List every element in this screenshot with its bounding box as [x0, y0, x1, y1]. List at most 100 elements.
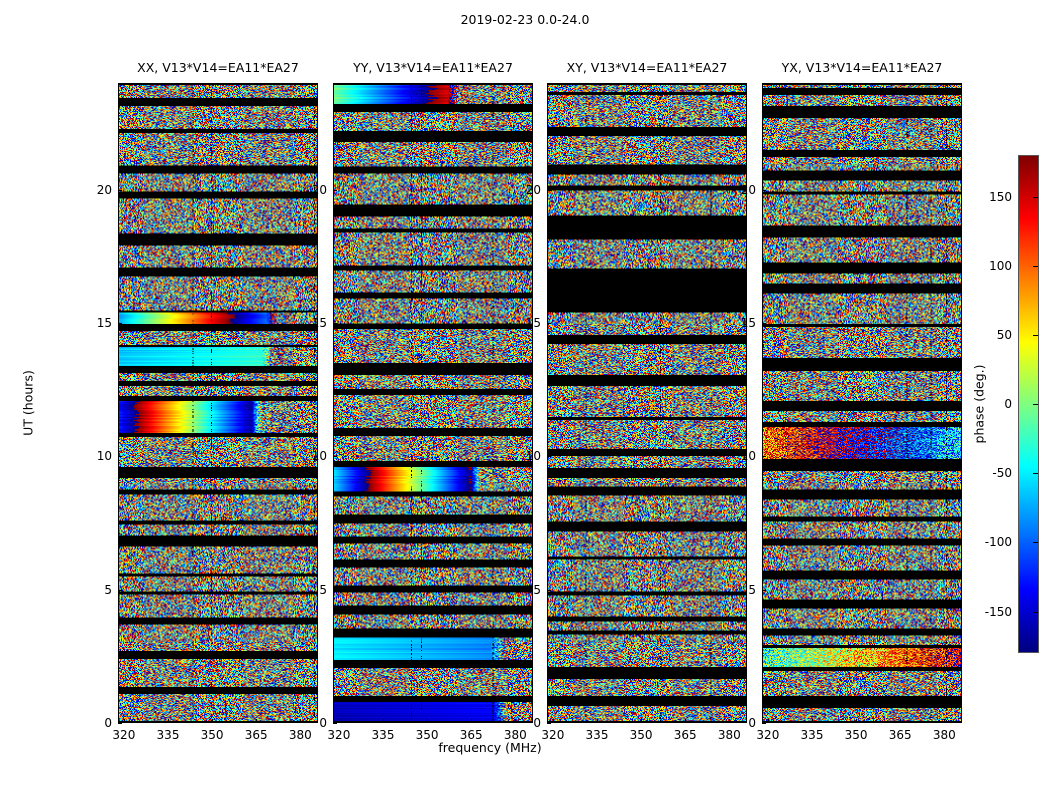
- y-tick-label-p2-3: 15: [525, 316, 541, 330]
- y-tick-label-p0-2: 10: [96, 449, 112, 464]
- y-tickmark-p1-0: [333, 723, 337, 724]
- y-tick-label-p3-3: 15: [740, 316, 756, 330]
- y-tickmark-p1-1: [333, 589, 337, 591]
- colorbar-tickmark-5: [1033, 542, 1038, 544]
- x-tickmark-p2-0: [552, 719, 554, 723]
- x-tick-label-p0-0: 320: [112, 728, 136, 742]
- x-tick-label-p3-3: 365: [888, 728, 912, 742]
- y-tick-label-p1-2: 10: [311, 449, 327, 464]
- waterfall-image-xy: [548, 84, 746, 722]
- y-tick-label-p0-0: 0: [104, 716, 112, 730]
- y-tick-label-p1-0: 0: [319, 716, 327, 730]
- y-tickmark-p1-4: [333, 189, 337, 191]
- x-tickmark-p3-2: [856, 719, 858, 723]
- y-tick-label-p0-1: 5: [104, 582, 112, 597]
- x-tick-label-p1-2: 350: [415, 728, 439, 742]
- x-tickmark-p0-4: [300, 719, 302, 723]
- x-tickmark-p0-0: [123, 719, 125, 723]
- x-tickmark-p0-1: [168, 719, 169, 723]
- y-tick-label-p2-1: 5: [533, 582, 541, 597]
- x-tick-label-p0-4: 380: [288, 728, 312, 742]
- x-tick-label-p3-2: 350: [844, 728, 868, 742]
- colorbar-tick-label-6: -150: [984, 604, 1012, 619]
- y-tickmark-p0-0: [118, 723, 122, 724]
- x-tick-label-p1-0: 320: [327, 728, 351, 742]
- y-tick-label-p2-4: 20: [525, 182, 541, 197]
- waterfall-image-xx: [119, 84, 317, 722]
- panel-title-xx: XX, V13*V14=EA11*EA27: [137, 60, 299, 75]
- x-tick-label-p3-1: 335: [800, 728, 824, 742]
- colorbar-tickmark-1: [1033, 265, 1038, 267]
- x-tick-label-p2-4: 380: [717, 728, 741, 742]
- waterfall-panel-yx[interactable]: [762, 83, 962, 723]
- colorbar-tick-label-1: 100: [989, 258, 1012, 273]
- y-tickmark-p2-0: [547, 723, 551, 724]
- colorbar-tick-label-4: -50: [992, 466, 1012, 481]
- x-tick-label-p2-0: 320: [541, 728, 565, 742]
- x-tick-label-p2-1: 335: [585, 728, 609, 742]
- y-tick-label-p0-4: 20: [96, 182, 112, 197]
- x-tickmark-p2-3: [685, 719, 687, 723]
- figure-suptitle: 2019-02-23 0.0-24.0: [460, 12, 590, 27]
- colorbar-tick-label-2: 50: [996, 327, 1012, 342]
- colorbar-tickmark-4: [1033, 473, 1038, 475]
- x-tick-label-p1-3: 365: [459, 728, 483, 742]
- y-tickmark-p0-3: [118, 323, 122, 324]
- colorbar-tickmark-6: [1033, 611, 1038, 613]
- x-tick-label-p0-3: 365: [244, 728, 268, 742]
- waterfall-image-yy: [334, 84, 532, 722]
- y-tickmark-p0-4: [118, 189, 122, 191]
- panel-title-xy: XY, V13*V14=EA11*EA27: [566, 60, 728, 75]
- x-tick-label-p3-4: 380: [932, 728, 956, 742]
- x-tick-label-p1-4: 380: [503, 728, 527, 742]
- y-tick-label-p1-4: 20: [311, 182, 327, 197]
- x-tickmark-p1-0: [338, 719, 340, 723]
- colorbar-tick-label-0: 150: [989, 189, 1012, 204]
- y-tick-label-p1-3: 15: [311, 316, 327, 330]
- y-tickmark-p3-1: [762, 589, 766, 591]
- y-tick-label-p3-1: 5: [748, 582, 756, 597]
- x-tickmark-p2-1: [597, 719, 598, 723]
- waterfall-panel-yy[interactable]: [333, 83, 533, 723]
- y-tickmark-p2-2: [547, 456, 551, 458]
- y-tick-label-p3-4: 20: [740, 182, 756, 197]
- y-tickmark-p3-3: [762, 323, 766, 324]
- x-tickmark-p1-1: [383, 719, 384, 723]
- y-axis-label: UT (hours): [20, 370, 36, 436]
- waterfall-panel-xx[interactable]: [118, 83, 318, 723]
- x-tickmark-p3-0: [767, 719, 769, 723]
- y-tickmark-p3-0: [762, 723, 766, 724]
- colorbar-tickmark-0: [1033, 196, 1038, 198]
- waterfall-panel-xy[interactable]: [547, 83, 747, 723]
- x-tickmark-p0-3: [256, 719, 258, 723]
- y-tickmark-p1-3: [333, 323, 337, 324]
- x-tickmark-p1-3: [471, 719, 473, 723]
- y-tick-label-p3-2: 10: [740, 449, 756, 464]
- y-tick-label-p2-2: 10: [525, 449, 541, 464]
- colorbar: [1018, 155, 1039, 653]
- colorbar-tick-label-5: -100: [984, 535, 1012, 550]
- y-tickmark-p3-4: [762, 189, 766, 191]
- colorbar-tick-label-3: 0: [1004, 397, 1012, 411]
- x-tick-label-p2-3: 365: [673, 728, 697, 742]
- y-tickmark-p1-2: [333, 456, 337, 458]
- x-axis-label: frequency (MHz): [438, 740, 542, 755]
- y-tickmark-p2-1: [547, 589, 551, 591]
- y-tickmark-p3-2: [762, 456, 766, 458]
- x-tickmark-p1-4: [515, 719, 517, 723]
- x-tickmark-p3-3: [900, 719, 902, 723]
- x-tickmark-p3-1: [812, 719, 813, 723]
- x-tickmark-p2-4: [729, 719, 731, 723]
- x-tickmark-p1-2: [427, 719, 429, 723]
- x-tick-label-p0-1: 335: [156, 728, 180, 742]
- y-tick-label-p0-3: 15: [96, 316, 112, 330]
- colorbar-tickmark-3: [1033, 404, 1038, 405]
- y-tickmark-p2-3: [547, 323, 551, 324]
- panel-title-yy: YY, V13*V14=EA11*EA27: [353, 60, 513, 75]
- y-tickmark-p2-4: [547, 189, 551, 191]
- y-tickmark-p0-2: [118, 456, 122, 458]
- colorbar-gradient: [1019, 156, 1038, 652]
- y-tick-label-p3-0: 0: [748, 716, 756, 730]
- x-tickmark-p0-2: [212, 719, 214, 723]
